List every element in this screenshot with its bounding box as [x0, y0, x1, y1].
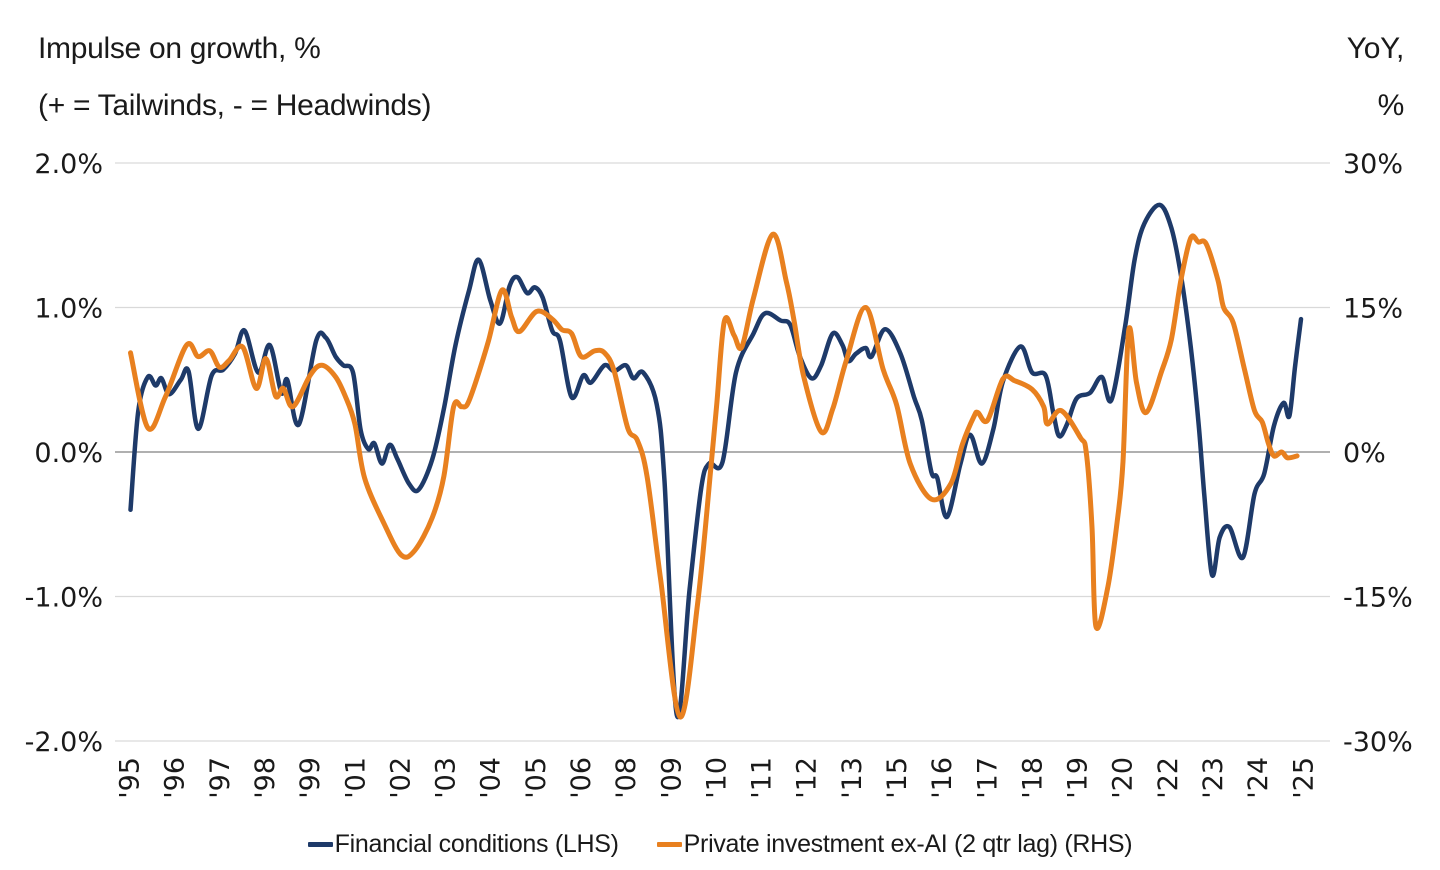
x-axis-label: '18	[1017, 757, 1048, 799]
orange-line-swatch-icon	[656, 842, 682, 847]
navy-line-swatch-icon	[307, 842, 333, 847]
x-axis-label: '04	[476, 757, 507, 799]
x-axis-label: '22	[1153, 757, 1184, 799]
x-axis-label: '96	[160, 757, 191, 799]
x-axis-label: '16	[927, 757, 958, 799]
legend-item-financial-conditions: Financial conditions (LHS)	[307, 830, 619, 859]
x-axis-label: '99	[295, 757, 326, 799]
y-axis-left-label: 1.0%	[34, 294, 103, 325]
y-axis-left-label: 0.0%	[34, 438, 103, 469]
y-axis-left-label: 2.0%	[34, 149, 103, 180]
left-axis-title: Impulse on growth, % (+ = Tailwinds, - =…	[38, 20, 431, 134]
x-axis-label: '10	[701, 757, 732, 799]
y-axis-right-label: -15%	[1343, 583, 1413, 614]
x-axis-label: '98	[250, 757, 281, 799]
x-axis-label: '06	[566, 757, 597, 799]
x-axis-label: '97	[205, 757, 236, 799]
right-axis-title-line2: %	[1377, 89, 1405, 122]
right-axis-title-line1: YoY,	[1346, 32, 1405, 65]
x-axis-label: '20	[1108, 757, 1139, 799]
x-axis-label: '13	[837, 757, 868, 799]
x-axis-label: '25	[1288, 757, 1319, 799]
legend-label-financial-conditions: Financial conditions (LHS)	[334, 830, 619, 858]
x-axis-label: '02	[385, 757, 416, 799]
y-axis-left-label: -2.0%	[25, 727, 103, 758]
x-axis-label: '23	[1198, 757, 1229, 799]
left-axis-title-line2: (+ = Tailwinds, - = Headwinds)	[38, 89, 432, 122]
y-axis-right-label: 30%	[1343, 149, 1403, 180]
left-axis-title-line1: Impulse on growth, %	[38, 32, 321, 65]
x-axis-label: '15	[882, 757, 913, 799]
x-axis-label: '03	[431, 757, 462, 799]
legend-label-private-investment: Private investment ex-AI (2 qtr lag) (RH…	[683, 830, 1133, 858]
y-axis-right-label: 0%	[1343, 438, 1386, 469]
right-axis-title: YoY, %	[1346, 20, 1405, 134]
y-axis-right-label: 15%	[1343, 294, 1403, 325]
x-axis-label: '11	[747, 757, 778, 799]
private-investment-line	[128, 231, 1300, 720]
x-axis-label: '24	[1243, 757, 1274, 799]
x-axis-label: '09	[656, 757, 687, 799]
x-axis-label: '08	[611, 757, 642, 799]
financial-conditions-line	[128, 202, 1304, 720]
y-axis-right-label: -30%	[1343, 727, 1413, 758]
x-axis-label: '19	[1063, 757, 1094, 799]
chart-legend: Financial conditions (LHS) Private inves…	[0, 830, 1440, 859]
x-axis-label: '12	[792, 757, 823, 799]
x-axis-label: '01	[340, 757, 371, 799]
legend-item-private-investment: Private investment ex-AI (2 qtr lag) (RH…	[656, 830, 1133, 859]
y-axis-left-label: -1.0%	[25, 583, 103, 614]
x-axis-label: '17	[972, 757, 1003, 799]
x-axis-label: '95	[115, 757, 146, 799]
x-axis-label: '05	[521, 757, 552, 799]
